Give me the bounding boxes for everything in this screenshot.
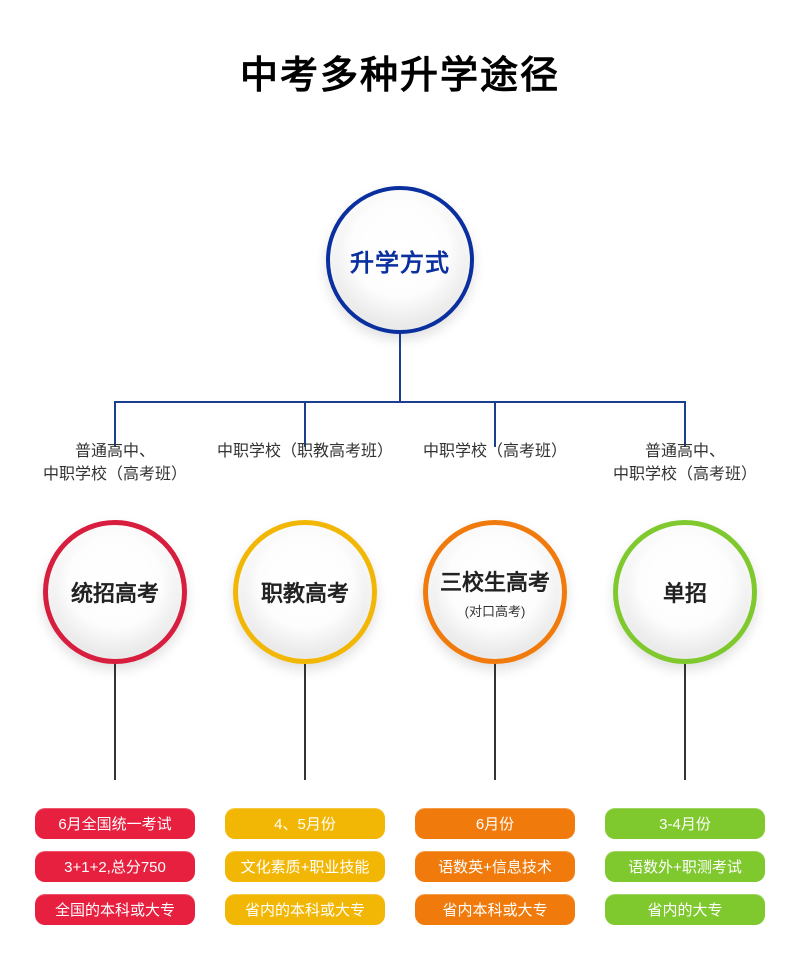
node-title: 统招高考 — [71, 576, 159, 608]
detail-pill: 省内的本科或大专 — [225, 894, 385, 925]
node-title: 单招 — [663, 576, 707, 608]
detail-pill: 省内的大专 — [605, 894, 765, 925]
branch-label: 中职学校（高考班） — [405, 440, 585, 463]
detail-pill: 全国的本科或大专 — [35, 894, 195, 925]
branch-label: 普通高中、中职学校（高考班） — [25, 440, 205, 486]
root-label: 升学方式 — [350, 243, 450, 278]
detail-pill: 6月份 — [415, 808, 575, 839]
path-node: 统招高考 — [43, 520, 187, 664]
branch-label: 普通高中、中职学校（高考班） — [595, 440, 775, 486]
node-subtitle: (对口高考) — [465, 601, 526, 620]
detail-group: 3-4月份语数外+职测考试省内的大专 — [600, 808, 770, 925]
path-node: 三校生高考 (对口高考) — [423, 520, 567, 664]
detail-pill: 3-4月份 — [605, 808, 765, 839]
detail-group: 6月全国统一考试 3+1+2,总分750 全国的本科或大专 — [30, 808, 200, 925]
detail-pill: 语数英+信息技术 — [415, 851, 575, 882]
detail-pill: 3+1+2,总分750 — [35, 851, 195, 882]
detail-pill: 文化素质+职业技能 — [225, 851, 385, 882]
connector-stem — [114, 664, 116, 780]
page-title: 中考多种升学途径 — [0, 44, 800, 99]
connector-stem — [684, 664, 686, 780]
connector-stem — [494, 664, 496, 780]
path-node: 单招 — [613, 520, 757, 664]
node-title: 职教高考 — [261, 576, 349, 608]
detail-pill: 省内本科或大专 — [415, 894, 575, 925]
detail-group: 6月份语数英+信息技术省内本科或大专 — [410, 808, 580, 925]
connector-stem — [304, 664, 306, 780]
detail-group: 4、5月份文化素质+职业技能省内的本科或大专 — [220, 808, 390, 925]
detail-pill: 语数外+职测考试 — [605, 851, 765, 882]
connector-hbar — [115, 401, 685, 403]
branch-label: 中职学校（职教高考班） — [215, 440, 395, 463]
node-title: 三校生高考 — [440, 565, 550, 597]
path-node: 职教高考 — [233, 520, 377, 664]
connector-trunk — [399, 334, 401, 402]
detail-pill: 4、5月份 — [225, 808, 385, 839]
detail-pill: 6月全国统一考试 — [35, 808, 195, 839]
root-node: 升学方式 — [326, 186, 474, 334]
